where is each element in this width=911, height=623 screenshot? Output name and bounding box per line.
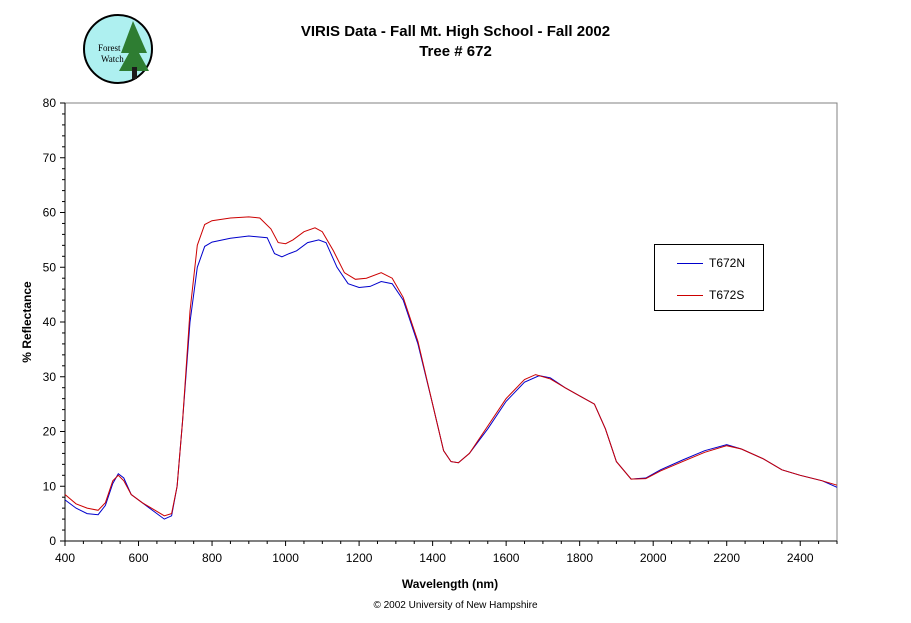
x-tick-label: 2400 <box>787 551 814 565</box>
legend-line-t672n <box>677 263 703 264</box>
y-tick-label: 10 <box>43 479 57 493</box>
x-tick-label: 400 <box>55 551 75 565</box>
logo-text-line2: Watch <box>101 54 124 64</box>
x-tick-label: 1000 <box>272 551 299 565</box>
x-tick-label: 1200 <box>346 551 373 565</box>
y-tick-label: 60 <box>43 206 57 220</box>
x-tick-label: 1600 <box>493 551 520 565</box>
y-tick-label: 80 <box>43 96 57 110</box>
legend-label-t672s: T672S <box>709 288 745 302</box>
y-tick-label: 40 <box>43 315 57 329</box>
x-tick-label: 800 <box>202 551 222 565</box>
chart-title-line2: Tree # 672 <box>419 43 492 60</box>
x-axis-title: Wavelength (nm) <box>402 577 498 591</box>
logo-text-line1: Forest <box>98 43 121 53</box>
copyright-notice: © 2002 University of New Hampshire <box>373 600 538 611</box>
y-tick-label: 0 <box>49 534 56 548</box>
tree-icon <box>119 21 149 71</box>
y-tick-label: 30 <box>43 370 57 384</box>
tree-trunk-icon <box>132 67 137 79</box>
y-axis-title: % Reflectance <box>20 281 34 363</box>
x-tick-label: 2000 <box>640 551 667 565</box>
legend-label-t672n: T672N <box>709 256 746 270</box>
series-lines <box>64 216 838 520</box>
x-tick-label: 1400 <box>419 551 446 565</box>
chart-legend: T672N T672S <box>654 244 764 311</box>
x-tick-label: 600 <box>129 551 149 565</box>
y-tick-label: 70 <box>43 151 57 165</box>
legend-line-t672s <box>677 295 703 296</box>
plot-area-frame <box>64 102 838 542</box>
axes: 0 10 20 30 40 50 60 70 80 400 600 800 1000 1200 1400 16… <box>43 96 838 565</box>
forest-watch-logo: Forest Watch <box>81 13 155 85</box>
y-tick-label: 50 <box>43 260 57 274</box>
chart-title-line1: VIRIS Data - Fall Mt. High School - Fall… <box>300 23 611 40</box>
y-tick-label: 20 <box>43 425 57 439</box>
x-tick-label: 2200 <box>713 551 740 565</box>
x-tick-label: 1800 <box>566 551 593 565</box>
series-line-t672s <box>64 216 838 517</box>
